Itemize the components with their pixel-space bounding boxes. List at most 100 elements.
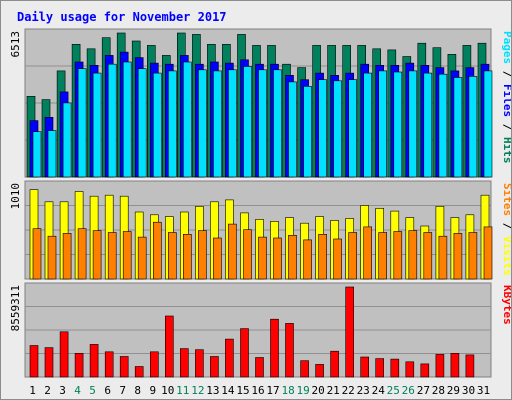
bar: [408, 230, 418, 280]
bar: [122, 231, 132, 280]
bar: [288, 235, 297, 280]
bar: [107, 232, 117, 280]
bar: [213, 237, 222, 280]
bar: [468, 76, 478, 178]
panel-hits: 6513 Pages / Files / Hits: [9, 28, 511, 178]
x-tick-label: 22: [342, 384, 355, 397]
bar: [393, 231, 403, 280]
x-tick-label: 26: [402, 384, 415, 397]
x-tick-label: 9: [149, 384, 156, 397]
bar: [77, 68, 87, 178]
x-tick-label: 13: [206, 384, 219, 397]
bar: [483, 226, 493, 280]
x-tick-label: 5: [89, 384, 96, 397]
bar: [270, 318, 279, 378]
bar: [330, 350, 339, 378]
bar: [348, 232, 358, 280]
bar: [47, 130, 57, 178]
bar: [32, 228, 42, 280]
bar: [453, 233, 463, 280]
bar: [453, 77, 463, 178]
legend-item: Files: [501, 84, 511, 117]
bar: [363, 72, 373, 178]
bar: [92, 72, 102, 178]
bar: [213, 70, 222, 178]
x-tick-label: 21: [327, 384, 340, 397]
bar: [134, 366, 144, 378]
x-tick-label: 11: [176, 384, 189, 397]
bar: [450, 352, 460, 378]
bar: [89, 344, 99, 378]
bar: [273, 69, 282, 178]
x-tick-label: 18: [281, 384, 294, 397]
bar: [228, 69, 237, 178]
bar: [465, 354, 475, 378]
legend-separator: /: [501, 216, 511, 236]
legend-separator: /: [501, 117, 511, 137]
bar: [288, 81, 297, 178]
x-tick-label: 30: [462, 384, 475, 397]
bar: [122, 61, 132, 178]
bar: [468, 232, 478, 280]
x-tick-label: 14: [221, 384, 235, 397]
bar: [483, 70, 493, 178]
bar: [273, 237, 282, 280]
panel-visits: 1010 Sites / Visits: [9, 180, 511, 280]
bar: [303, 86, 312, 178]
x-tick-label: 20: [311, 384, 324, 397]
bar: [318, 234, 327, 280]
bar: [107, 63, 117, 178]
bar: [32, 131, 42, 178]
x-tick-label: 6: [104, 384, 111, 397]
bar: [438, 235, 448, 280]
panel-max-label: 1010: [9, 183, 22, 210]
bar: [180, 348, 189, 378]
bar: [198, 230, 207, 280]
bar: [378, 232, 388, 280]
bar: [183, 234, 192, 280]
legend-item: Visits: [501, 236, 511, 276]
x-tick-label: 1: [29, 384, 36, 397]
bar: [243, 66, 252, 178]
chart-panels: 6513 Pages / Files / Hits 1010 Sites / Visi…: [9, 28, 511, 378]
x-tick-label: 23: [357, 384, 370, 397]
bar: [258, 69, 267, 178]
bar: [168, 70, 177, 178]
bar: [119, 356, 129, 378]
bar: [435, 354, 445, 378]
x-tick-label: 19: [296, 384, 309, 397]
chart-title: Daily usage for November 2017: [17, 10, 227, 24]
panel-kbytes: 8559311 KBytes: [9, 282, 511, 378]
bar: [378, 70, 388, 178]
x-tick-label: 25: [387, 384, 400, 397]
series-kbytes: [29, 286, 475, 378]
x-tick-label: 4: [74, 384, 81, 397]
bar: [47, 235, 57, 280]
legend-separator: /: [501, 64, 511, 84]
bar: [258, 236, 267, 280]
x-tick-label: 24: [372, 384, 386, 397]
bar: [333, 80, 342, 178]
x-tick-label: 8: [134, 384, 141, 397]
panel-max-label: 6513: [9, 31, 22, 58]
x-tick-label: 10: [161, 384, 174, 397]
x-tick-label: 17: [266, 384, 279, 397]
bar: [360, 356, 370, 378]
bar: [333, 238, 342, 280]
bar: [153, 72, 162, 178]
x-tick-label: 31: [477, 384, 490, 397]
bar: [62, 102, 72, 178]
bar: [153, 221, 162, 280]
bar: [423, 232, 433, 280]
bar: [137, 68, 147, 178]
bar: [183, 61, 192, 178]
bar: [405, 361, 415, 378]
bar: [165, 315, 174, 378]
bar: [29, 345, 39, 378]
x-tick-label: 12: [191, 384, 204, 397]
x-tick-label: 27: [417, 384, 430, 397]
legend-item: Sites: [501, 183, 511, 216]
x-tick-label: 7: [119, 384, 126, 397]
